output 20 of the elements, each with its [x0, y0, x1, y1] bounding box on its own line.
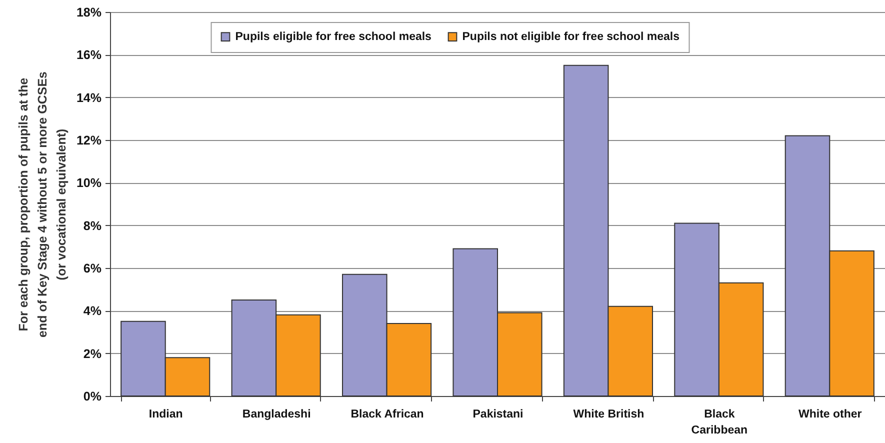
y-tick-label: 6%: [83, 262, 102, 276]
y-tick-label: 10%: [76, 176, 102, 190]
y-tick-label: 18%: [76, 6, 102, 20]
y-tick-label: 14%: [76, 90, 102, 105]
x-tick-label: Black Caribbean: [691, 408, 748, 436]
y-tick-label: 8%: [83, 218, 102, 233]
y-tick-label: 16%: [76, 48, 102, 62]
x-tick-label: White other: [798, 408, 862, 420]
x-tick-label: Pakistani: [472, 408, 524, 420]
x-tick-label: Bangladeshi: [242, 408, 311, 420]
legend-label: Pupils not eligible for free school meals: [462, 30, 680, 43]
x-tick-label: Black African: [350, 408, 424, 420]
y-tick-label: 2%: [83, 346, 102, 361]
legend-label: Pupils eligible for free school meals: [235, 30, 432, 43]
y-tick-label: 0%: [83, 390, 102, 404]
x-tick-label: Indian: [148, 408, 183, 420]
y-tick-label: 4%: [83, 304, 102, 318]
x-tick-label: White British: [573, 408, 644, 420]
y-tick-label: 12%: [76, 134, 102, 148]
y-axis-title: For each group, proportion of pupils at the end of Key Stage 4 without 5 or more GCSEs (or vocational equivalent): [16, 71, 68, 338]
